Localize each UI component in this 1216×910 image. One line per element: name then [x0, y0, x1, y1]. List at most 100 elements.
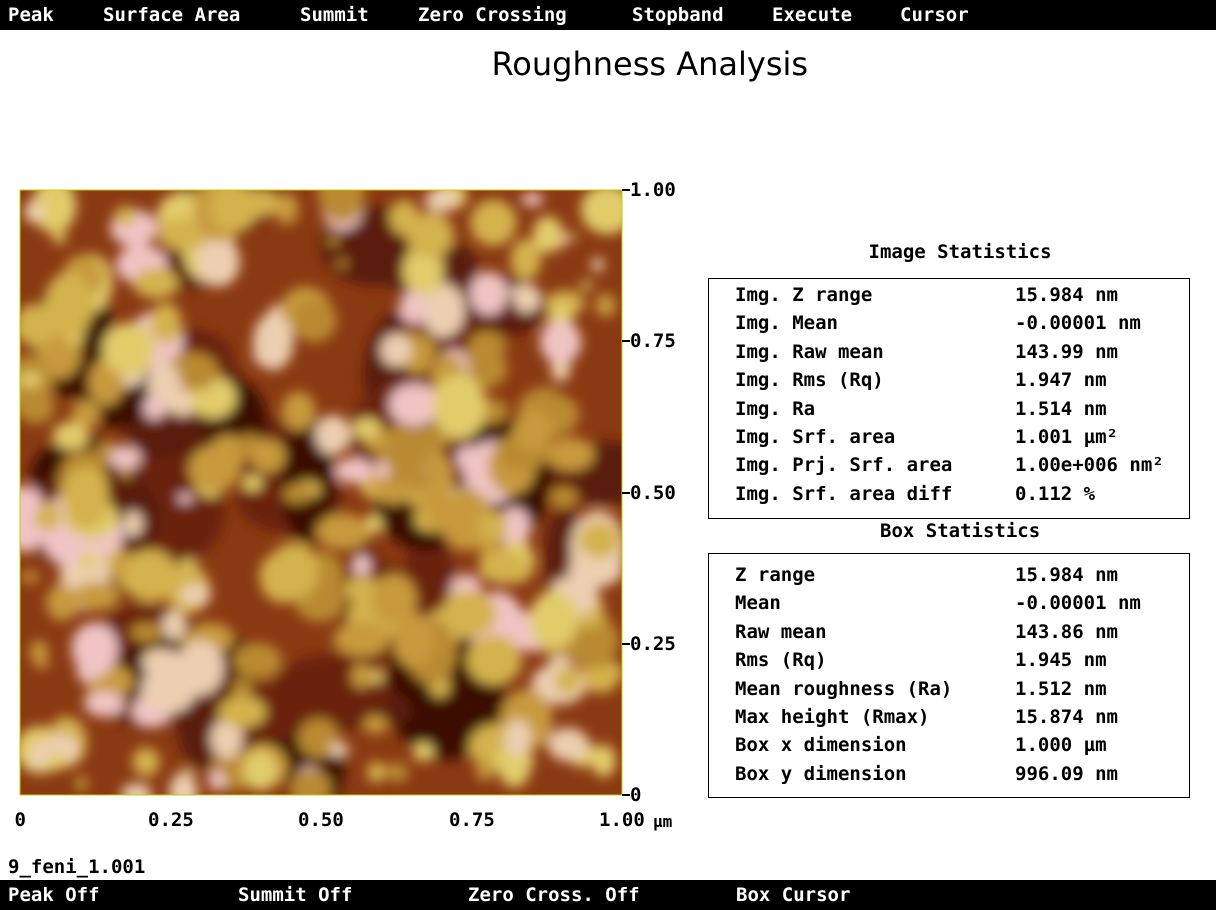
- stat-label: Mean roughness (Ra): [735, 680, 952, 699]
- x-tick-label: 0.50: [298, 811, 344, 830]
- stat-label: Mean: [735, 594, 781, 613]
- grain: [74, 582, 120, 610]
- grain: [250, 439, 285, 472]
- grain: [2, 486, 42, 517]
- y-tick-label: 0: [630, 786, 641, 805]
- grain: [24, 200, 44, 223]
- grain: [150, 302, 181, 343]
- grain: [413, 742, 434, 761]
- stat-label: Img. Z range: [735, 286, 872, 305]
- grain: [115, 206, 136, 226]
- grain: [80, 552, 95, 570]
- stat-value: 143.99 nm: [1015, 343, 1118, 362]
- status-item: Box Cursor: [736, 886, 850, 905]
- stat-value: -0.00001 nm: [1015, 594, 1141, 613]
- grain: [389, 384, 440, 426]
- grain: [130, 623, 163, 643]
- stat-value: 15.984 nm: [1015, 286, 1118, 305]
- screen: PeakSurface AreaSummitZero CrossingStopb…: [0, 0, 1216, 910]
- grain: [119, 468, 132, 479]
- menu-item[interactable]: Execute: [772, 6, 852, 25]
- stat-label: Img. Srf. area diff: [735, 485, 952, 504]
- grain: [479, 511, 507, 541]
- grain: [581, 185, 634, 235]
- grain: [504, 719, 531, 757]
- stat-value: 1.947 nm: [1015, 371, 1107, 390]
- grain: [399, 291, 428, 323]
- x-unit: µm: [653, 814, 672, 830]
- grain: [329, 743, 350, 757]
- grain: [442, 590, 497, 637]
- grain: [546, 438, 594, 471]
- grain: [21, 571, 39, 582]
- grain: [433, 374, 487, 439]
- grain: [555, 666, 580, 694]
- grain: [363, 715, 388, 733]
- status-item: Zero Cross. Off: [468, 886, 640, 905]
- stat-label: Rms (Rq): [735, 651, 827, 670]
- grain: [547, 728, 589, 762]
- grain: [529, 591, 578, 649]
- page-title: Roughness Analysis: [492, 48, 809, 80]
- grain: [133, 268, 179, 299]
- grain: [595, 294, 616, 317]
- y-tick-label: 0.50: [630, 484, 676, 503]
- grain: [177, 640, 223, 695]
- grain: [521, 192, 543, 206]
- menu-item[interactable]: Cursor: [900, 6, 969, 25]
- stat-value: 0.112 %: [1015, 485, 1095, 504]
- grain: [549, 656, 571, 670]
- stat-value: 1.001 µm²: [1015, 428, 1118, 447]
- grain: [275, 193, 298, 225]
- grain: [579, 522, 620, 558]
- surface-image: [0, 0, 700, 850]
- x-tick-label: 0.25: [148, 811, 194, 830]
- ticks: [622, 190, 630, 795]
- stat-label: Box x dimension: [735, 736, 907, 755]
- grain: [470, 272, 508, 315]
- grain: [425, 189, 458, 213]
- status-item: Summit Off: [238, 886, 352, 905]
- grain: [550, 486, 578, 508]
- grain: [177, 493, 192, 503]
- grain: [169, 773, 198, 812]
- grain: [53, 233, 67, 243]
- y-tick-label: 0.75: [630, 332, 676, 351]
- stat-label: Img. Raw mean: [735, 343, 884, 362]
- valley: [272, 654, 392, 726]
- grain: [478, 552, 530, 584]
- stat-value: 1.512 nm: [1015, 680, 1107, 699]
- stat-label: Img. Prj. Srf. area: [735, 456, 952, 475]
- file-name: 9_feni_1.001: [8, 858, 145, 877]
- grain: [232, 679, 253, 699]
- y-tick-label: 1.00: [630, 181, 676, 200]
- grain: [470, 199, 516, 246]
- grain: [29, 743, 49, 769]
- grain: [290, 770, 332, 807]
- grain: [244, 750, 277, 791]
- x-tick-label: 1.00: [599, 811, 645, 830]
- stat-value: 15.874 nm: [1015, 708, 1118, 727]
- grain: [351, 663, 371, 688]
- stat-value: 1.514 nm: [1015, 400, 1107, 419]
- grain: [44, 272, 93, 338]
- grain: [371, 574, 416, 626]
- grain: [335, 259, 348, 267]
- grain: [352, 555, 370, 577]
- grain: [162, 610, 186, 640]
- stat-label: Raw mean: [735, 623, 827, 642]
- grain: [375, 461, 389, 479]
- grain: [467, 635, 522, 685]
- x-tick-label: 0.75: [449, 811, 495, 830]
- grain: [253, 313, 294, 370]
- grain: [315, 415, 350, 455]
- stat-value: -0.00001 nm: [1015, 314, 1141, 333]
- grain: [291, 299, 336, 343]
- grain: [380, 334, 412, 367]
- grain: [579, 281, 593, 289]
- status-bar: Peak OffSummit OffZero Cross. OffBox Cur…: [0, 880, 1216, 910]
- grain: [565, 231, 579, 242]
- grain: [208, 771, 226, 790]
- grain: [591, 744, 616, 776]
- grain: [110, 446, 141, 469]
